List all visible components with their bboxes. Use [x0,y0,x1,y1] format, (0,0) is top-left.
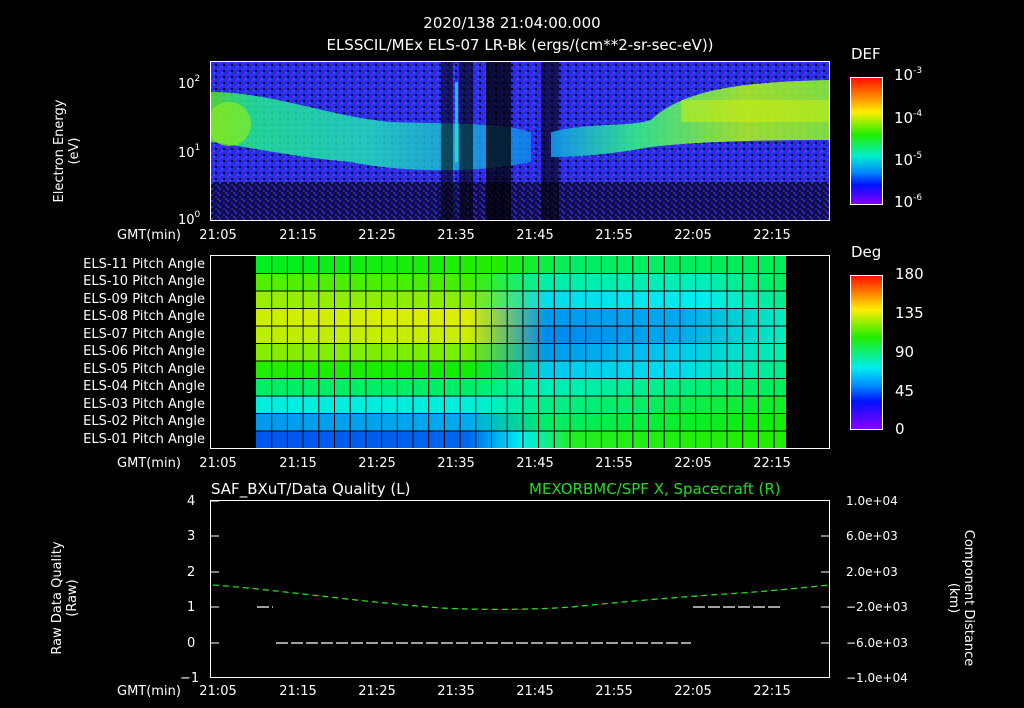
def-tick-1e-6: 10-6 [894,193,923,211]
panel1-ylabel: Electron Energy (eV) [52,99,82,203]
def-colorbar [850,77,883,205]
data-quality-plot [210,500,830,678]
panel3-ylabel-left: Raw Data Quality (Raw) [50,541,80,655]
def-tick-1e-4: 10-4 [894,109,923,127]
panel3-ylabel-right: Component Distance (km) [946,529,976,667]
panel3-title-left: SAF_BXuT/Data Quality (L) [211,480,411,498]
ytick-100: 102 [178,74,201,92]
pitch-angle-grid [210,255,830,449]
deg-tick-135: 135 [895,304,924,322]
def-tick-1e-5: 10-5 [894,151,923,169]
ytick-1: 100 [178,210,201,228]
deg-tick-180: 180 [895,265,924,283]
data-quality-series [257,606,783,644]
panel1-title: ELSSCIL/MEx ELS-07 LR-Bk (ergs/(cm**2-sr… [326,36,714,54]
def-colorbar-title: DEF [851,45,881,63]
spf-x-series [212,584,829,611]
energy-spectrogram-image [211,62,829,220]
ytick-10: 101 [178,143,201,161]
def-tick-1e-3: 10-3 [894,66,923,84]
pitch-angle-image [256,256,786,448]
deg-tick-45: 45 [895,382,915,400]
deg-tick-0: 0 [895,420,905,438]
panel3-title-right: MEXORBMC/SPF X, Spacecraft (R) [529,480,781,498]
deg-tick-90: 90 [895,343,915,361]
deg-colorbar-title: Deg [851,243,882,261]
timestamp: 2020/138 21:04:00.000 [423,14,601,32]
data-quality-lines [211,501,829,644]
energy-spectrogram [210,61,830,221]
deg-colorbar [850,275,883,430]
